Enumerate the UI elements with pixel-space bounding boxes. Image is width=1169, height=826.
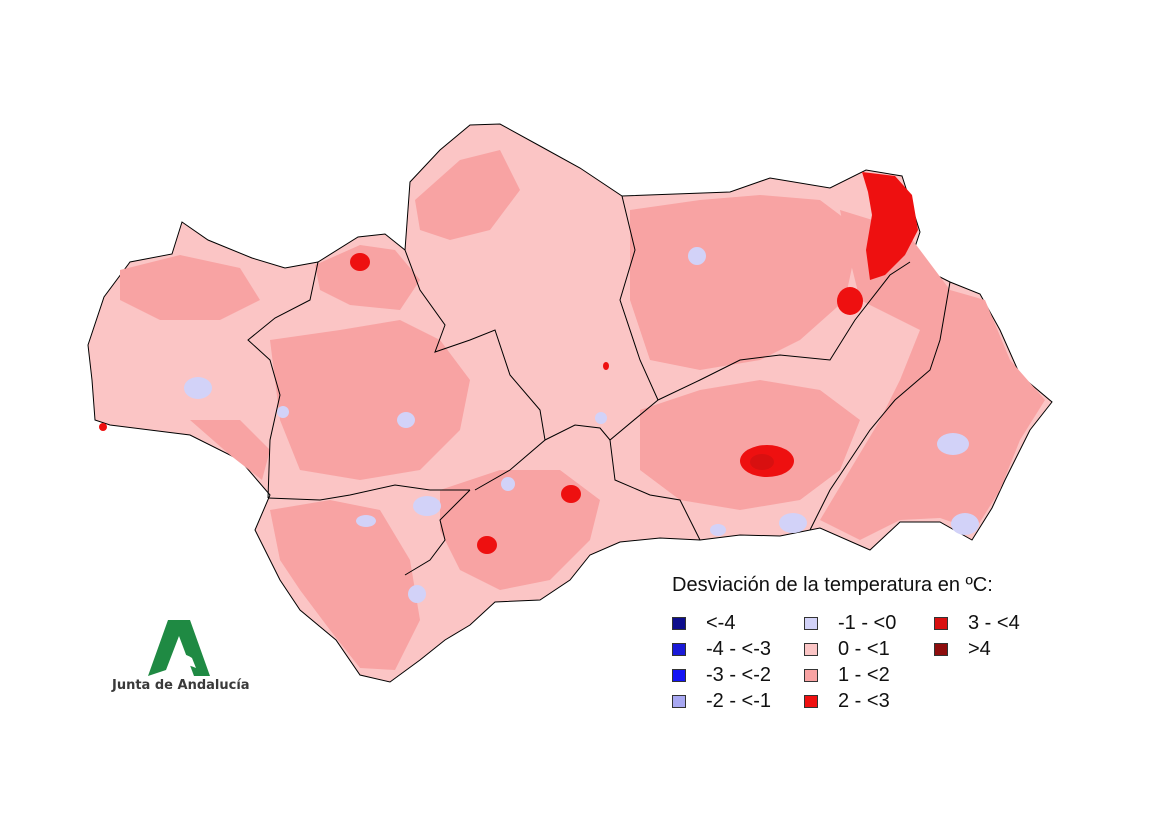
legend-item: -4 - <-3 bbox=[672, 638, 771, 660]
zone-cordoba-north-1-2 bbox=[415, 150, 520, 240]
legend-item: -3 - <-2 bbox=[672, 664, 771, 686]
hotspot-malaga-2 bbox=[477, 536, 497, 554]
legend: Desviación de la temperatura en ºC: <-4 -… bbox=[672, 574, 1052, 727]
hotspot-malaga-1 bbox=[561, 485, 581, 503]
border-jaen-granada bbox=[657, 261, 911, 401]
patch-huelva bbox=[184, 377, 212, 399]
border-cordoba-jaen bbox=[619, 195, 659, 401]
zone-sierra-1-2 bbox=[315, 245, 420, 310]
patch-cadiz-1 bbox=[413, 496, 441, 516]
hotspot-jaen-east bbox=[837, 287, 863, 315]
border-sevilla-cordoba bbox=[404, 249, 546, 491]
legend-label: 0 - <1 bbox=[838, 637, 890, 660]
legend-item: 0 - <1 bbox=[804, 638, 890, 660]
legend-swatch bbox=[804, 694, 818, 708]
zones-minus1-0 bbox=[184, 247, 979, 603]
junta-emblem-icon bbox=[148, 620, 210, 676]
legend-item: -1 - <0 bbox=[804, 612, 896, 634]
legend-item: <-4 bbox=[672, 612, 735, 634]
legend-swatch bbox=[672, 694, 686, 708]
legend-label: 3 - <4 bbox=[968, 611, 1020, 634]
zones-2-3 bbox=[99, 172, 918, 554]
patch-malaga bbox=[501, 477, 515, 491]
patch-cordoba bbox=[595, 412, 607, 424]
zone-sevilla-1-2 bbox=[270, 320, 470, 480]
legend-item: 1 - <2 bbox=[804, 664, 890, 686]
hotspot-jaen-northeast bbox=[862, 172, 918, 280]
patch-granada-coast bbox=[779, 513, 807, 533]
zone-granada-1-2 bbox=[640, 380, 860, 510]
hotspot-huelva-coast bbox=[99, 423, 107, 431]
patch-almeria-1 bbox=[937, 433, 969, 455]
logo-text: Junta de Andalucía bbox=[112, 678, 250, 693]
legend-item: 2 - <3 bbox=[804, 690, 890, 712]
zones-1-2 bbox=[120, 150, 1045, 670]
border-cadiz-malaga bbox=[404, 489, 471, 576]
legend-swatch bbox=[804, 642, 818, 656]
legend-label: <-4 bbox=[706, 611, 736, 634]
legend-swatch bbox=[672, 616, 686, 630]
legend-swatch bbox=[804, 616, 818, 630]
legend-item: 3 - <4 bbox=[934, 612, 1020, 634]
hotspot-huelva-north bbox=[350, 253, 370, 271]
patch-huelva-coast bbox=[277, 406, 289, 418]
border-huelva-sevilla bbox=[247, 261, 319, 499]
legend-grid: <-4 -4 - <-3 -3 - <-2 -2 - <-1 -1 - <0 0 - <1… bbox=[672, 607, 1052, 727]
legend-swatch bbox=[934, 616, 948, 630]
hotspot-cordoba bbox=[603, 362, 609, 370]
legend-label: -4 - <-3 bbox=[706, 637, 772, 660]
legend-item: >4 bbox=[934, 638, 991, 660]
junta-logo: Junta de Andalucía bbox=[112, 612, 262, 702]
legend-label: 1 - <2 bbox=[838, 663, 890, 686]
border-cordoba-malaga bbox=[544, 399, 659, 441]
legend-item: -2 - <-1 bbox=[672, 690, 771, 712]
legend-label: -3 - <-2 bbox=[706, 663, 772, 686]
legend-label: >4 bbox=[968, 637, 991, 660]
legend-swatch bbox=[934, 642, 948, 656]
province-borders bbox=[247, 195, 951, 576]
zone-jaen-1-2 bbox=[630, 195, 860, 370]
zone-malaga-1-2 bbox=[440, 470, 600, 590]
hotspot-granada-core-3-4 bbox=[750, 454, 774, 470]
patch-granada-west bbox=[710, 524, 726, 536]
legend-swatch bbox=[672, 668, 686, 682]
patch-jaen bbox=[688, 247, 706, 265]
legend-swatch bbox=[672, 642, 686, 656]
patch-cadiz-2 bbox=[356, 515, 376, 527]
legend-label: -2 - <-1 bbox=[706, 689, 772, 712]
zone-huelva-coast-1-2 bbox=[190, 420, 270, 480]
patch-sevilla bbox=[397, 412, 415, 428]
border-granada-almeria bbox=[809, 281, 951, 531]
patch-cadiz-3 bbox=[408, 585, 426, 603]
patch-almeria-2 bbox=[951, 513, 979, 535]
zone-cadiz-1-2 bbox=[270, 500, 420, 670]
legend-swatch bbox=[804, 668, 818, 682]
legend-title: Desviación de la temperatura en ºC: bbox=[672, 574, 993, 596]
border-sevilla-cadiz bbox=[267, 484, 470, 501]
legend-label: 2 - <3 bbox=[838, 689, 890, 712]
legend-label: -1 - <0 bbox=[838, 611, 897, 634]
border-malaga-granada bbox=[609, 439, 701, 541]
zone-huelva-north-1-2 bbox=[120, 255, 260, 320]
